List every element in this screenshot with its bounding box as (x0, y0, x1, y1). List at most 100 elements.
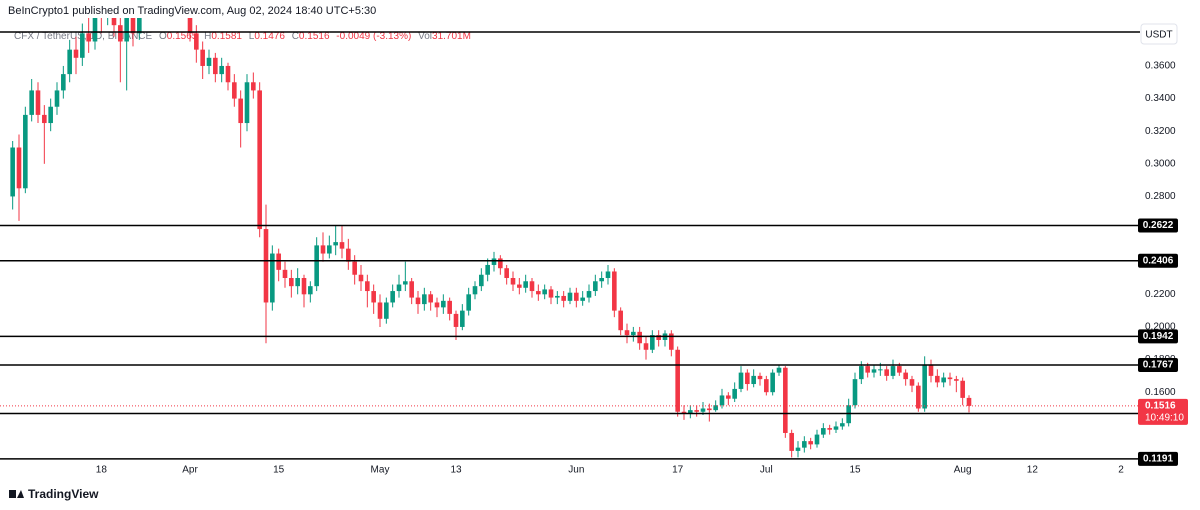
candle-body (48, 106, 53, 124)
candle-body (346, 248, 351, 262)
level-label-box (1138, 451, 1178, 466)
x-tick-label: Aug (954, 465, 972, 476)
candle-body (479, 274, 484, 287)
plot (10, 18, 972, 458)
candle-body (871, 369, 877, 373)
candle-body (219, 65, 224, 75)
y-tick-label: 0.2000 (1145, 322, 1176, 333)
candle-body (251, 82, 256, 91)
level-label-box (1138, 329, 1178, 344)
candle-body (669, 333, 674, 350)
legend-value: 0.1476 (254, 31, 285, 42)
candle-body (675, 349, 680, 412)
candle-body (612, 271, 617, 311)
candle-body (200, 49, 205, 66)
candle-body (352, 261, 357, 275)
candle-body (624, 330, 630, 336)
candle-body (371, 291, 376, 303)
candle-body (295, 278, 300, 287)
candle-body (802, 441, 807, 448)
candle-body (688, 410, 693, 414)
candle-body (130, 18, 136, 34)
candle-body (561, 295, 566, 301)
candle-body (529, 281, 535, 292)
legend-label: O (159, 31, 167, 42)
candle-body (238, 98, 243, 124)
level-label-box (1138, 253, 1178, 268)
candle-body (270, 253, 275, 303)
candle-body (770, 372, 775, 393)
candle-body (472, 286, 478, 295)
candle-body (409, 281, 414, 298)
candle-body (377, 302, 383, 319)
last-price-box (1138, 398, 1188, 425)
candle-body (903, 372, 908, 380)
candle-body (954, 379, 959, 381)
candle-body (422, 294, 427, 305)
candle-body (859, 366, 864, 380)
candle-body (713, 405, 718, 411)
candle-body (637, 331, 642, 344)
legend-label: L (249, 31, 255, 42)
candle-body (29, 90, 34, 115)
legend-value: 0.1516 (299, 31, 330, 42)
candle-body (434, 302, 440, 308)
level-label: 0.2622 (1143, 220, 1174, 231)
level-label-box (1138, 357, 1178, 372)
y-tick-label: 0.1600 (1145, 387, 1176, 398)
candle-body (966, 397, 972, 406)
candle-body (878, 369, 883, 371)
candle-body (555, 295, 560, 298)
candle-body (308, 286, 313, 295)
candle-body (586, 291, 592, 298)
candle-body (415, 297, 421, 305)
candle-body (213, 57, 218, 75)
candle-body (593, 281, 598, 292)
candle-body (460, 310, 465, 327)
candle-body (453, 313, 459, 327)
candle-body (821, 428, 826, 435)
candle-body (643, 343, 649, 350)
x-tick-label: Jun (568, 465, 584, 476)
x-tick-label: 2 (1118, 465, 1124, 476)
candle-body (124, 18, 129, 42)
candle-body (947, 377, 953, 380)
candle-body (567, 292, 573, 301)
y-tick-label: 0.2200 (1145, 289, 1176, 300)
candle-body (187, 18, 193, 34)
candle-body (764, 379, 769, 393)
candle-body (403, 281, 408, 285)
candle-body (491, 258, 497, 265)
candle-body (485, 264, 490, 275)
candle-body (289, 278, 294, 287)
level-label: 0.2406 (1143, 255, 1174, 266)
candle-body (833, 426, 839, 430)
candle-body (232, 82, 237, 99)
candle-body (276, 253, 281, 270)
candle-body (390, 291, 395, 303)
countdown: 10:49:10 (1145, 413, 1184, 424)
candle-body (498, 258, 503, 269)
candle-body (396, 284, 402, 292)
candle-body (789, 432, 794, 451)
y-tick-label: 0.3400 (1145, 93, 1176, 104)
candle-body (504, 268, 509, 279)
candle-body (548, 289, 554, 298)
candle-body (922, 364, 927, 409)
candle-body (916, 385, 921, 409)
candle-body (650, 335, 655, 350)
x-tick-label: 17 (672, 465, 684, 476)
candle-body (732, 388, 737, 399)
currency: USDT (1145, 30, 1172, 41)
candle-body (897, 366, 902, 373)
candle-body (631, 331, 636, 336)
x-tick-label: Apr (182, 465, 198, 476)
level-label: 0.1942 (1143, 331, 1174, 342)
candle-body (814, 434, 820, 445)
x-tick-label: 13 (450, 465, 462, 476)
candle-body (263, 229, 269, 303)
x-tick-label: Jul (760, 465, 773, 476)
candle-body (795, 447, 801, 451)
candle-body (244, 82, 250, 124)
candle-body (111, 18, 117, 26)
